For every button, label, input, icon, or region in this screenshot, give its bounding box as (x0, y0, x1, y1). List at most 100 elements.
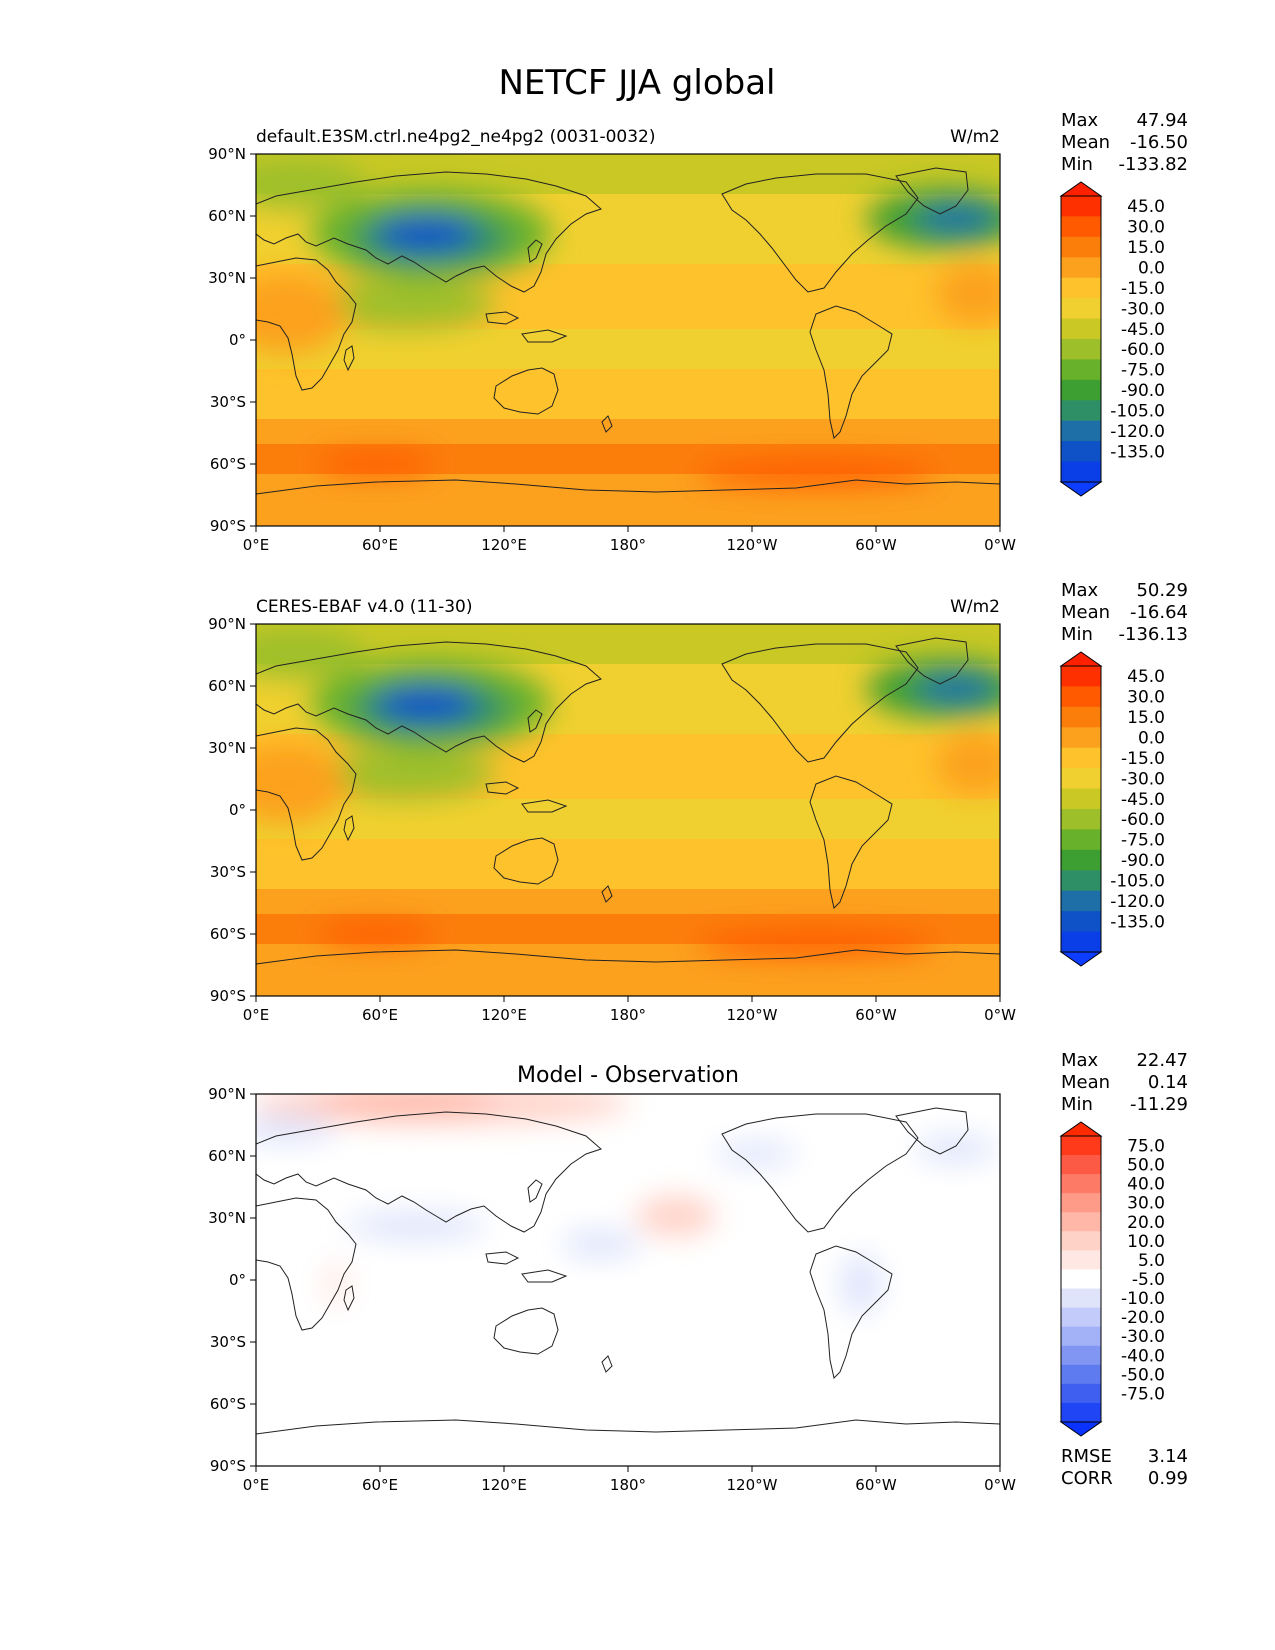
stat-label: Mean (1061, 1072, 1110, 1093)
field-blob (316, 454, 436, 474)
colorbar-cell (1061, 666, 1101, 687)
x-tick-label: 120°W (727, 1006, 778, 1024)
colorbar-cell (1061, 1174, 1101, 1194)
colorbar-cell (1061, 420, 1101, 442)
x-tick-label: 0°W (984, 536, 1016, 554)
stat-value: 0.14 (1148, 1072, 1188, 1093)
y-tick-label: 30°N (208, 739, 246, 757)
field-blobs (256, 1094, 996, 1314)
colorbar-label: -45.0 (1121, 790, 1165, 810)
zonal-band (256, 624, 1000, 664)
x-tick-label: 0°W (984, 1006, 1016, 1024)
colorbar-cell (1061, 318, 1101, 340)
colorbar-label: 40.0 (1127, 1175, 1165, 1195)
field-blob (316, 279, 496, 329)
y-tick-label: 90°N (208, 615, 246, 633)
panel-units: W/m2 (950, 597, 1000, 617)
colorbar-label: -105.0 (1110, 402, 1165, 422)
field-blob (256, 274, 346, 354)
field-blob (376, 686, 476, 722)
colorbar-label: -60.0 (1121, 340, 1165, 360)
map-area: 0°E 60°E 120°E 180° 120°W 60°W 0°W 90°N 60°N 30°N… (208, 145, 1016, 554)
colorbar-label: -30.0 (1121, 769, 1165, 789)
field-blob (316, 749, 496, 799)
colorbar-cell (1061, 1155, 1101, 1175)
colorbar-cell (1061, 1383, 1101, 1404)
x-tick-label: 0°W (984, 1476, 1016, 1494)
field-blob (561, 1230, 641, 1258)
colorbar-label: 45.0 (1127, 197, 1165, 217)
colorbar-cell (1061, 1250, 1101, 1270)
stats-block: Max 50.29 Mean -16.64 Min -136.13 (1061, 580, 1188, 645)
field-blob (256, 1115, 336, 1143)
colorbar-label: -75.0 (1121, 831, 1165, 851)
y-tick-label: 30°S (210, 1333, 246, 1351)
colorbar-label: -90.0 (1121, 381, 1165, 401)
colorbar-cell (1061, 441, 1101, 463)
colorbar-cell (1061, 911, 1101, 933)
stat-value: 50.29 (1136, 580, 1188, 601)
stat-value: -16.64 (1130, 602, 1188, 623)
field-blob (316, 1094, 496, 1116)
colorbar-extend-top (1059, 651, 1103, 667)
y-tick-label: 60°S (210, 1395, 246, 1413)
panel-center-title: Model - Observation (517, 1063, 739, 1088)
y-tick-label: 30°S (210, 393, 246, 411)
stat-label: Min (1061, 154, 1093, 175)
colorbar-label: 30.0 (1127, 218, 1165, 238)
y-tick-label: 90°S (210, 987, 246, 1005)
extra-label: RMSE (1061, 1446, 1112, 1467)
colorbar-label: -135.0 (1110, 912, 1165, 932)
zonal-band (256, 154, 1000, 194)
stat-value: -133.82 (1119, 154, 1188, 175)
panel-left-title: default.E3SM.ctrl.ne4pg2_ne4pg2 (0031-00… (256, 127, 656, 147)
y-tick-label: 60°N (208, 207, 246, 225)
colorbar-extend-bottom (1059, 951, 1103, 967)
colorbar-cell (1061, 747, 1101, 769)
stat-label: Max (1061, 1050, 1099, 1071)
colorbar-label: 10.0 (1127, 1232, 1165, 1252)
colorbar-label: 75.0 (1127, 1137, 1165, 1157)
field-blob (696, 932, 936, 956)
colorbar-label: -120.0 (1110, 892, 1165, 912)
map-area: 0°E 60°E 120°E 180° 120°W 60°W 0°W 90°N 60°N 30°N… (208, 615, 1016, 1024)
colorbar-cell (1061, 1288, 1101, 1309)
colorbar-extend-top (1059, 1121, 1103, 1137)
colorbar-label: -120.0 (1110, 422, 1165, 442)
y-tick-label: 90°S (210, 517, 246, 535)
field-blob (256, 744, 346, 824)
field-blobs (256, 159, 1000, 486)
colorbar-label: 30.0 (1127, 688, 1165, 708)
x-tick-label: 0°E (243, 1006, 270, 1024)
x-tick-label: 60°W (855, 1476, 897, 1494)
map-area: 0°E 60°E 120°E 180° 120°W 60°W 0°W 90°N 60°N 30°N… (208, 1085, 1016, 1494)
colorbar-label: -15.0 (1121, 279, 1165, 299)
field-blob (256, 159, 366, 209)
y-tick-label: 30°N (208, 269, 246, 287)
y-tick-label: 90°S (210, 1457, 246, 1475)
colorbar-label: 15.0 (1127, 708, 1165, 728)
colorbar-frame (1060, 195, 1102, 483)
colorbar-label: -50.0 (1121, 1365, 1165, 1385)
stat-label: Mean (1061, 602, 1110, 623)
field-blob (346, 1212, 486, 1240)
colorbar-frame (1060, 1135, 1102, 1423)
colorbar-cell (1061, 400, 1101, 422)
colorbar-cell (1061, 1402, 1101, 1423)
colorbar-extend-bottom (1059, 481, 1103, 497)
colorbar-cell (1061, 1364, 1101, 1385)
colorbar-cell (1061, 1231, 1101, 1251)
colorbar-cell (1061, 1345, 1101, 1366)
stat-value: -136.13 (1119, 624, 1188, 645)
panel-test: default.E3SM.ctrl.ne4pg2_ne4pg2 (0031-00… (208, 110, 1188, 554)
colorbar-label: -20.0 (1121, 1308, 1165, 1328)
y-tick-label: 60°N (208, 677, 246, 695)
colorbar-cell (1061, 236, 1101, 258)
y-tick-label: 60°S (210, 925, 246, 943)
field-blob (916, 1135, 996, 1163)
colorbar-label: -75.0 (1121, 361, 1165, 381)
colorbar-extend-bottom (1059, 1421, 1103, 1437)
colorbar-extend-top (1059, 181, 1103, 197)
colorbar-label: -30.0 (1121, 299, 1165, 319)
